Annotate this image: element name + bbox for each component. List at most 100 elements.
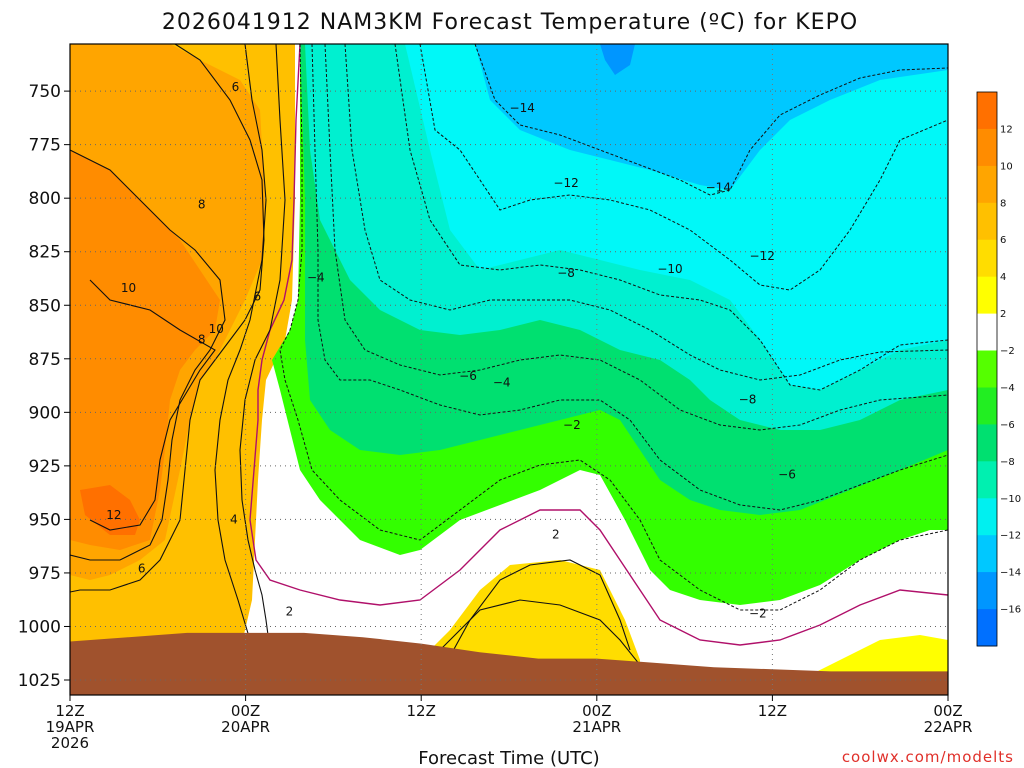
contour-label: −12 <box>553 176 578 190</box>
y-tick-label: 1025 <box>18 671 61 691</box>
contour-label: 8 <box>198 198 206 212</box>
colorbar-label: −2 <box>1000 346 1015 357</box>
chart-title: 2026041912 NAM3KM Forecast Temperature (… <box>162 10 858 35</box>
y-tick-label: 850 <box>29 296 61 316</box>
y-tick-label: 925 <box>29 457 61 477</box>
contour-label: 10 <box>121 281 136 295</box>
chart-gridlines <box>70 44 948 695</box>
coldest-layer-blue-region <box>470 44 948 190</box>
y-tick-label: 950 <box>29 510 61 530</box>
x-tick-label: 19APR <box>46 718 95 736</box>
x-tick-label: 00Z <box>933 702 962 720</box>
contour-label: −2 <box>563 418 581 432</box>
contour-label: 2 <box>286 605 294 619</box>
contour-line-4c <box>214 44 631 661</box>
colorbar-frame <box>976 91 998 647</box>
colorbar-swatch <box>977 461 997 499</box>
colorbar-label: −10 <box>1000 494 1021 505</box>
colorbar-label: −12 <box>1000 531 1021 542</box>
y-tick-label: 900 <box>29 403 61 423</box>
x-axis-label: Forecast Time (UTC) <box>418 748 599 768</box>
x-tick-label: 12Z <box>758 702 787 720</box>
contour-label: −6 <box>459 369 477 383</box>
colorbar-label: 6 <box>1000 235 1006 246</box>
contour-label: 6 <box>253 290 261 304</box>
colorbar-label: −6 <box>1000 420 1015 431</box>
colorbar-swatch <box>977 572 997 610</box>
contour-label: 10 <box>209 322 224 336</box>
y-tick-label: 775 <box>29 136 61 156</box>
contour-label: 4 <box>230 512 238 526</box>
contour-line-6c <box>70 44 265 593</box>
contour-line-10c <box>89 279 216 531</box>
contour-label: 2 <box>552 527 560 541</box>
contour-line-minus6c <box>324 44 948 431</box>
colorbar-swatch <box>977 350 997 388</box>
contour-line-minus12c <box>419 44 948 291</box>
contour-label: −10 <box>657 262 682 276</box>
x-tick-label: 12Z <box>407 702 436 720</box>
contour-label: −8 <box>739 393 757 407</box>
contour-label: −4 <box>493 375 511 389</box>
colorbar-swatch <box>977 609 997 647</box>
colorbar-label: 12 <box>1000 124 1013 135</box>
warm-core-darkorange-region <box>70 150 220 550</box>
colorbar-label: −8 <box>1000 457 1015 468</box>
colorbar-swatch <box>977 92 997 130</box>
contour-label: 12 <box>106 508 121 522</box>
contour-label: −8 <box>557 266 575 280</box>
credit-label: coolwx.com/modelts <box>842 748 1014 766</box>
y-tick-label: 975 <box>29 564 61 584</box>
colorbar-label: 8 <box>1000 198 1006 209</box>
contour-line-minus14c <box>474 44 948 196</box>
lowlevel-warm-pocket <box>420 560 640 670</box>
contour-label: 6 <box>232 80 240 94</box>
y-axis: 750 775 800 825 850 875 900 925 950 975 1000 1025 <box>18 82 70 691</box>
colorbar-label: 4 <box>1000 272 1006 283</box>
x-tick-label: 2026 <box>51 734 89 752</box>
contour-line-minus4c <box>311 44 948 511</box>
lowlevel-warm-pocket-right <box>800 635 948 682</box>
x-tick-label: 22APR <box>924 718 973 736</box>
contour-line-8c <box>70 149 226 561</box>
contour-line-0c <box>249 44 948 646</box>
y-tick-label: 875 <box>29 350 61 370</box>
y-tick-label: 750 <box>29 82 61 102</box>
coldest-core-region <box>600 44 635 75</box>
contour-label: −14 <box>706 181 731 195</box>
color-bar: 12 10 8 6 4 2 −2 −4 −6 −8 −10 −12 −14 −16 <box>976 91 1021 647</box>
colorbar-swatch <box>977 387 997 425</box>
y-tick-label: 825 <box>29 243 61 263</box>
contour-line-minus2c <box>279 44 948 611</box>
y-tick-label: 1000 <box>18 617 61 637</box>
colorbar-swatch <box>977 313 997 351</box>
contour-label: −2 <box>749 607 767 621</box>
x-tick-label: 00Z <box>582 702 611 720</box>
x-tick-label: 20APR <box>221 718 270 736</box>
colorbar-swatch <box>977 128 997 167</box>
colorbar-swatch <box>977 202 997 241</box>
contour-label: −6 <box>778 467 796 481</box>
colorbar-label: 10 <box>1000 161 1013 172</box>
colorbar-label: −14 <box>1000 568 1021 579</box>
contour-label: 8 <box>198 333 206 347</box>
contour-line-minus10c <box>394 44 948 391</box>
colorbar-swatch <box>977 239 997 278</box>
contour-label: −4 <box>307 270 325 284</box>
colorbar-swatch <box>977 424 997 462</box>
colorbar-swatch <box>977 498 997 536</box>
x-tick-label: 00Z <box>231 702 260 720</box>
colorbar-label: 2 <box>1000 309 1006 320</box>
contour-label: −14 <box>510 101 535 115</box>
contour-label: −12 <box>750 249 775 263</box>
surface-ground-region <box>70 632 948 695</box>
colorbar-swatch <box>977 165 997 204</box>
colorbar-swatch <box>977 276 997 315</box>
contour-line-minus8c <box>344 44 948 381</box>
colorbar-label: −4 <box>1000 383 1015 394</box>
colorbar-swatch <box>977 535 997 573</box>
plot-frame <box>69 43 949 696</box>
x-tick-label: 12Z <box>55 702 84 720</box>
